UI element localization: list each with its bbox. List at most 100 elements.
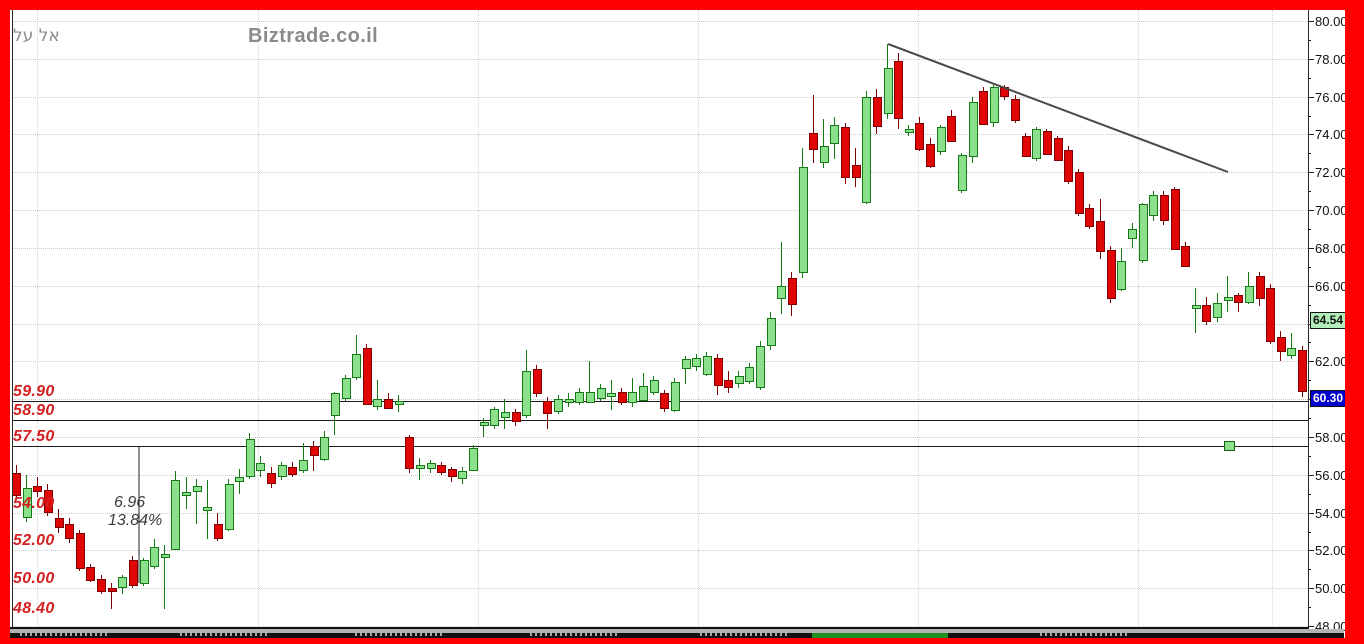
candle (532, 368, 542, 394)
price-axis-tick (1308, 266, 1311, 268)
candle (1128, 229, 1137, 239)
candle (1298, 350, 1307, 392)
candle (1266, 287, 1276, 343)
price-axis-tick (1308, 607, 1311, 609)
price-axis-label: 50.00 (1315, 581, 1348, 597)
candle (511, 412, 521, 422)
candle (936, 126, 946, 152)
candle (490, 408, 500, 426)
candle-wick (111, 582, 113, 609)
plot-left-border (12, 10, 13, 629)
clipped-x-label (1040, 633, 1128, 636)
frame-right (1345, 0, 1364, 644)
candle (564, 399, 574, 404)
price-axis-label: 62.00 (1315, 354, 1348, 370)
frame-bottom (0, 638, 1364, 644)
candle (596, 387, 606, 400)
gridline-v (918, 10, 919, 628)
candle-wick (196, 478, 198, 524)
candle-wick (1290, 332, 1292, 360)
candle (724, 380, 734, 388)
candle (777, 285, 787, 299)
candle-wick (780, 242, 782, 314)
candle (522, 370, 532, 417)
candle (1021, 136, 1031, 158)
candle (1042, 130, 1052, 156)
candle (819, 145, 829, 163)
candle (660, 393, 670, 409)
candle (1223, 297, 1233, 301)
gridline-v (1138, 10, 1139, 628)
clipped-x-label (180, 633, 268, 636)
candle (22, 488, 32, 519)
candle (97, 578, 106, 592)
candle (1234, 295, 1244, 303)
candle (1011, 98, 1020, 122)
candle (192, 486, 202, 492)
price-axis-label: 72.00 (1315, 165, 1348, 181)
candle (862, 96, 872, 203)
price-axis-label: 54.00 (1315, 505, 1348, 521)
candle (830, 125, 840, 144)
support-line (12, 419, 1308, 421)
price-axis-label: 74.00 (1315, 127, 1348, 143)
candle (479, 421, 489, 426)
candle (405, 436, 415, 470)
candle (734, 376, 744, 385)
candle (341, 378, 351, 400)
candle (1170, 189, 1180, 250)
price-axis-tick (1308, 134, 1314, 136)
instrument-name: אל על (13, 26, 60, 46)
candle (702, 355, 712, 375)
price-axis-tick (1308, 172, 1314, 174)
candle (1276, 336, 1286, 352)
gridline-h (12, 285, 1308, 287)
candle-wick (589, 361, 591, 403)
candle (1287, 348, 1297, 356)
candle (309, 446, 319, 456)
gridline-h (12, 210, 1308, 212)
candle (756, 346, 765, 388)
candle (681, 359, 691, 369)
candle (384, 399, 393, 409)
support-line (12, 401, 1308, 402)
candle (1053, 138, 1063, 161)
candle (1096, 221, 1106, 252)
candle (362, 348, 372, 405)
candle (713, 357, 723, 386)
candle (1000, 87, 1010, 97)
price-axis-tick (1308, 626, 1314, 627)
price-axis-tick (1308, 342, 1311, 344)
candle (12, 472, 21, 496)
candle (256, 463, 266, 472)
gridline-h (12, 626, 1308, 627)
candle (469, 448, 478, 472)
candle (554, 399, 563, 413)
gridline-v (37, 10, 38, 628)
candle (235, 476, 245, 483)
price-axis-tick (1308, 474, 1314, 476)
candle (182, 491, 191, 496)
price-axis-tick (1308, 304, 1311, 306)
price-axis-tick (1308, 77, 1311, 79)
clipped-x-label (20, 633, 108, 636)
candle (128, 559, 138, 587)
left-price-label: 50.00 (13, 570, 55, 588)
candle (915, 123, 925, 150)
candle-wick (812, 94, 814, 163)
candle (373, 399, 383, 407)
measurement-value: 6.96 (114, 494, 146, 511)
candle (670, 382, 680, 411)
gridline-h (12, 512, 1308, 514)
gridline-h (12, 323, 1308, 325)
candle (1213, 302, 1222, 318)
candle (798, 166, 808, 273)
gridline-h (12, 21, 1308, 22)
price-axis-tick (1308, 39, 1311, 41)
price-axis-label: 76.00 (1315, 89, 1348, 105)
candle (1202, 304, 1212, 322)
candle (320, 436, 330, 460)
price-axis-tick (1308, 210, 1314, 212)
price-axis-tick (1308, 455, 1311, 457)
